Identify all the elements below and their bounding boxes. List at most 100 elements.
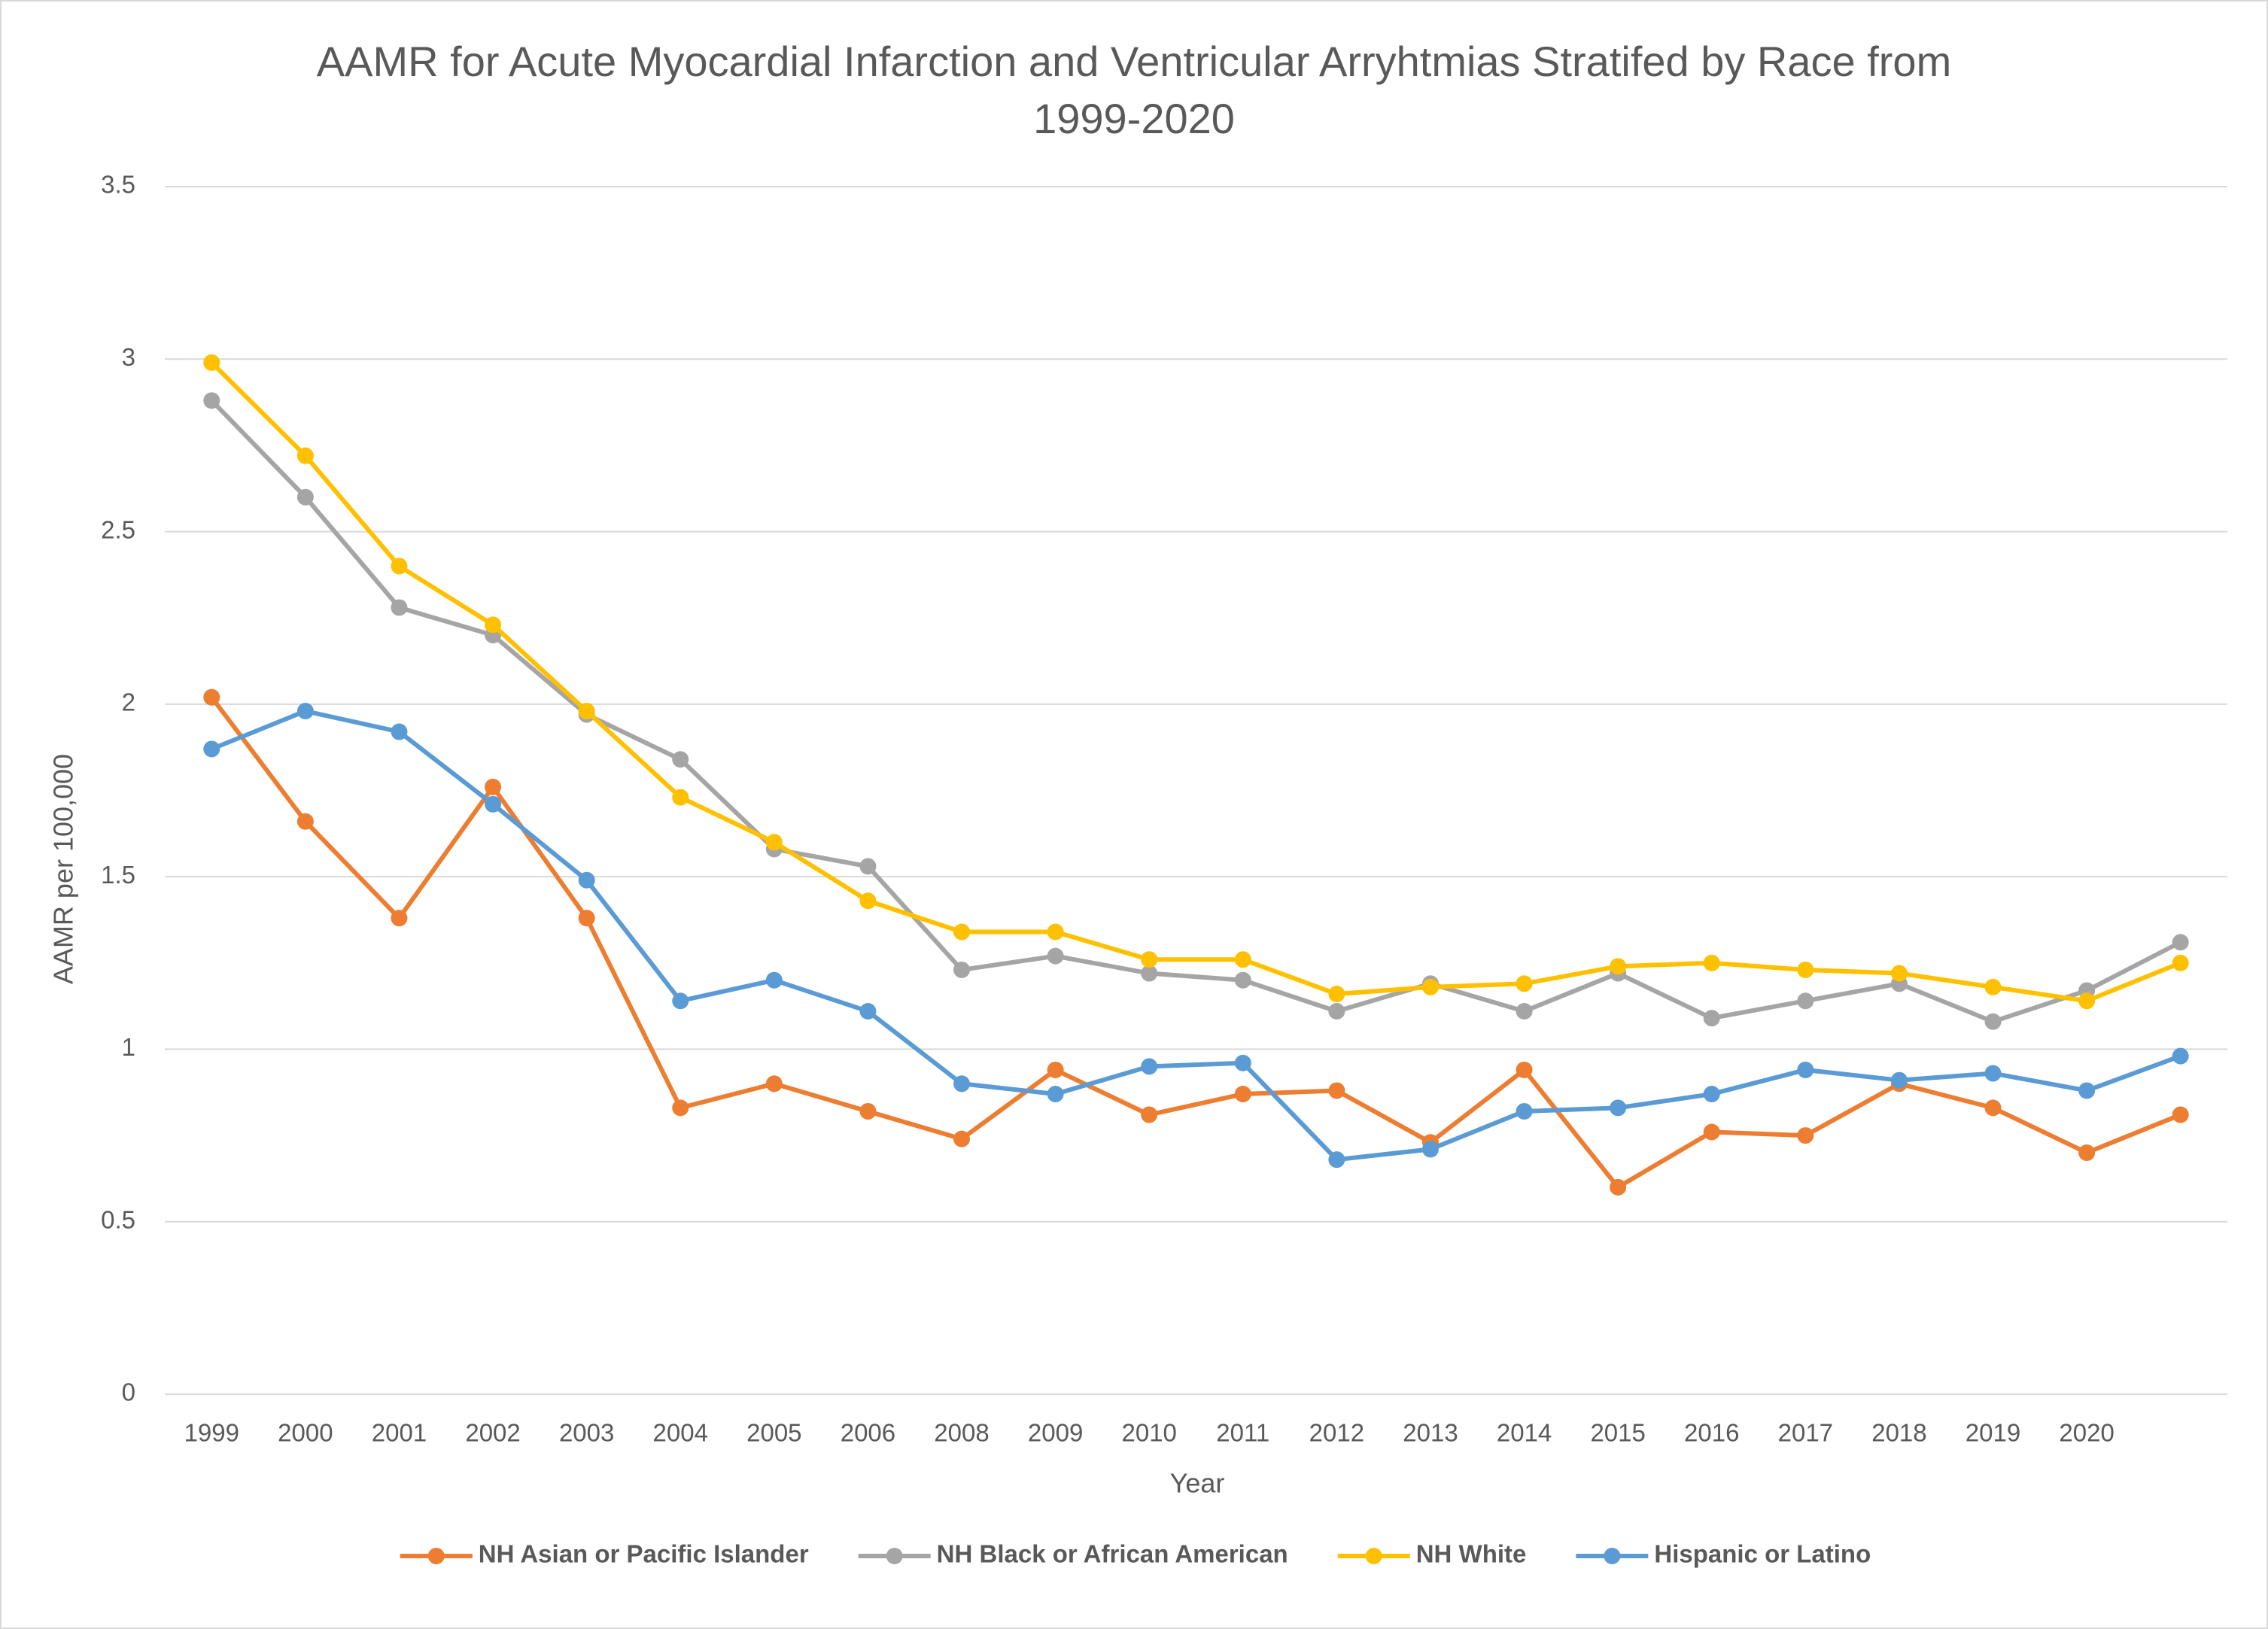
data-point <box>2078 1144 2096 1161</box>
data-point <box>1234 1054 1251 1071</box>
data-point <box>1703 1123 1720 1141</box>
y-tick-label: 1 <box>122 1033 135 1061</box>
data-point <box>1328 986 1345 1003</box>
x-tick-label: 2005 <box>746 1419 801 1447</box>
legend-marker <box>1604 1548 1621 1564</box>
data-point <box>203 740 220 758</box>
y-tick-label: 2 <box>122 688 135 716</box>
data-point <box>203 392 220 409</box>
data-point <box>1234 1086 1251 1103</box>
y-tick-label: 2.5 <box>101 515 135 543</box>
data-point <box>1234 951 1251 968</box>
x-tick-label: 2011 <box>1216 1419 1269 1447</box>
data-point <box>672 992 689 1010</box>
data-point <box>391 599 408 616</box>
data-point <box>2078 1082 2096 1099</box>
data-point <box>859 858 877 875</box>
legend-label: NH Asian or Pacific Islander <box>479 1540 809 1568</box>
x-tick-label: 2014 <box>1497 1419 1552 1447</box>
legend-label: NH Black or African American <box>937 1540 1288 1568</box>
data-point <box>1421 1141 1439 1158</box>
data-point <box>296 447 314 464</box>
x-tick-label: 2020 <box>2059 1419 2114 1447</box>
x-tick-label: 2013 <box>1403 1419 1458 1447</box>
data-point <box>296 703 314 720</box>
data-point <box>1797 1127 1814 1144</box>
data-point <box>1610 1178 1627 1196</box>
data-point <box>2172 1106 2189 1123</box>
x-axis-label: Year <box>1170 1468 1225 1499</box>
data-point <box>2172 934 2189 951</box>
series-line <box>210 399 2182 1024</box>
data-point <box>1047 1061 1064 1078</box>
data-point <box>296 813 314 830</box>
data-point <box>203 354 220 371</box>
data-point <box>485 616 502 634</box>
data-point <box>1421 978 1439 995</box>
y-tick-label: 0 <box>122 1378 135 1406</box>
data-point <box>1141 1106 1158 1123</box>
series-line <box>211 709 2181 1162</box>
data-point <box>485 795 502 813</box>
data-point <box>1984 1099 2002 1117</box>
chart-title: AAMR for Acute Myocardial Infarction and… <box>316 38 1952 142</box>
data-point <box>1797 992 1814 1010</box>
data-point <box>1328 1151 1345 1169</box>
data-point <box>953 961 971 978</box>
data-point <box>953 1130 971 1147</box>
data-point <box>1047 947 1064 965</box>
x-tick-label: 2002 <box>465 1419 520 1447</box>
y-tick-label: 3 <box>122 343 135 371</box>
data-point <box>391 558 408 575</box>
x-tick-label: 2008 <box>934 1419 989 1447</box>
data-point <box>1047 923 1064 941</box>
data-point <box>1797 1061 1814 1078</box>
data-point <box>578 910 595 927</box>
x-tick-label: 2000 <box>278 1419 333 1447</box>
data-point <box>2078 992 2096 1010</box>
data-point <box>859 1002 877 1020</box>
data-point <box>765 1075 783 1093</box>
data-point <box>2172 1047 2189 1065</box>
data-point <box>1610 1099 1627 1117</box>
x-tick-label: 2015 <box>1590 1419 1645 1447</box>
x-tick-label: 2003 <box>559 1419 614 1447</box>
y-axis-label: AAMR per 100,000 <box>48 754 79 984</box>
x-tick-label: 2017 <box>1778 1419 1833 1447</box>
data-point <box>1141 951 1158 968</box>
data-point <box>1516 1002 1533 1020</box>
x-tick-label: 2004 <box>653 1419 708 1447</box>
data-point <box>1141 965 1158 982</box>
y-tick-label: 1.5 <box>101 861 135 889</box>
data-point <box>765 834 783 851</box>
data-point <box>1047 1086 1064 1103</box>
legend-label: Hispanic or Latino <box>1654 1540 1871 1568</box>
data-point <box>1234 971 1251 989</box>
data-point <box>953 1075 971 1093</box>
data-point <box>1890 965 1908 982</box>
x-tick-label: 2018 <box>1871 1419 1926 1447</box>
data-point <box>1141 1058 1158 1075</box>
data-point <box>1703 954 1720 971</box>
series-line <box>210 360 2181 1004</box>
x-tick-label: 2009 <box>1028 1419 1083 1447</box>
legend-marker <box>427 1548 445 1564</box>
data-point <box>672 751 689 768</box>
data-point <box>203 688 220 706</box>
data-point <box>1516 1061 1533 1078</box>
data-point <box>765 971 783 989</box>
y-tick-label: 0.5 <box>101 1205 135 1233</box>
data-point <box>578 703 595 720</box>
data-point <box>1516 975 1533 992</box>
x-tick-label: 2006 <box>841 1419 895 1447</box>
series-line <box>209 695 2181 1190</box>
data-point <box>1984 1065 2002 1082</box>
data-point <box>1797 961 1814 978</box>
data-point <box>485 778 502 795</box>
data-point <box>1984 978 2002 995</box>
data-point <box>953 923 971 941</box>
x-tick-label: 1999 <box>184 1419 239 1447</box>
